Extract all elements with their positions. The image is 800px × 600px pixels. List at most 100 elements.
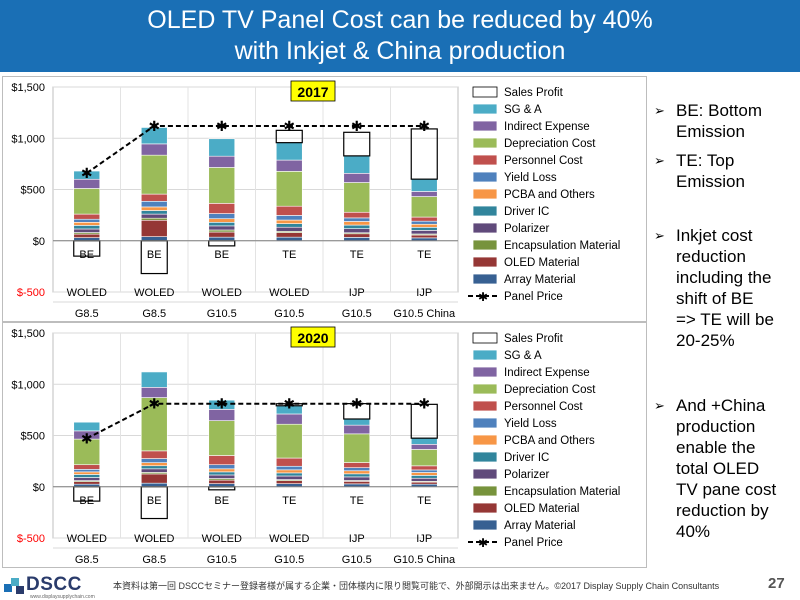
chart-2020-bar-polarizer (73, 477, 101, 481)
chart-2020-legend-label: Indirect Expense (504, 367, 590, 379)
chart-2020-legend-label: Panel Price (504, 537, 563, 549)
chart-2017-legend-label: Polarizer (504, 223, 550, 235)
chart-2017-bar-depreciation-cost (410, 196, 438, 218)
chart-2017-bar-polarizer (410, 230, 438, 235)
chart-2020-category-label: BE (214, 495, 229, 507)
chart-2020-legend-swatch (472, 468, 498, 480)
chart-2020-bar-yield-loss (73, 469, 101, 473)
chart-2020-bar-polarizer (140, 468, 168, 473)
bullet-marker: ➢ (654, 398, 665, 413)
chart-2020-bar-oled-material (208, 479, 236, 484)
chart-2017-legend-label: Array Material (504, 274, 576, 286)
chart-2017-bar-personnel-cost (208, 203, 236, 214)
chart-2020-ytick-label: $1,000 (11, 379, 45, 391)
chart-2017-bar-indirect-expense (275, 159, 303, 172)
chart-2020-panel-price-marker: ✱ (418, 397, 430, 413)
chart-2017-bar-oled-material (73, 233, 101, 238)
chart-2017-bar-depreciation-cost (208, 167, 236, 204)
chart-2017-bar-indirect-expense (410, 191, 438, 197)
chart-2020-bar-personnel-cost (73, 464, 101, 470)
chart-2020-bar-driver-ic (140, 465, 168, 470)
chart-2017-bar-yield-loss (275, 215, 303, 221)
chart-2020-year-box (290, 326, 336, 348)
chart-2020-bar-depreciation-cost (410, 449, 438, 467)
bullet-item: ➢ And +China production enable the total… (654, 395, 799, 542)
chart-2017-bar-polarizer (208, 225, 236, 231)
chart-2017-bar-indirect-expense (343, 173, 371, 183)
chart-2017-bar-pcba-and-others (140, 206, 168, 211)
chart-2020-bar-pcba-and-others (73, 471, 101, 475)
chart-2020-bar-depreciation-cost (275, 423, 303, 459)
chart-2020-legend-swatch (472, 383, 498, 395)
chart-2020-bar-depreciation-cost (343, 433, 371, 463)
chart-2017-year-box (290, 80, 336, 102)
chart-2017-bar-depreciation-cost (275, 171, 303, 207)
chart-2020-bar-driver-ic (208, 471, 236, 476)
chart-2017-legend-swatch (472, 239, 498, 251)
chart-2020-bar-oled-material (140, 473, 168, 484)
chart-2020-bar-sg-a (410, 437, 438, 445)
chart-2020-ytick-label: $500 (21, 431, 45, 443)
chart-2020-legend-swatch (472, 485, 498, 497)
logo-url: www.displaysupplychain.com (30, 594, 95, 600)
chart-2017-ytick-label: $1,500 (11, 82, 45, 94)
chart-2020-bar-personnel-cost (410, 465, 438, 471)
chart-2017-bar-indirect-expense (140, 143, 168, 156)
chart-2020-legend-swatch (472, 502, 498, 514)
chart-2020-legend-label: Driver IC (504, 452, 549, 464)
chart-2020-category-label: G10.5 (342, 554, 372, 566)
chart-2017-legend-label: Personnel Cost (504, 155, 583, 167)
chart-2020-legend-label: Yield Loss (504, 418, 557, 430)
footer-note: 本資料は第一回 DSCCセミナー登録者様が属する企業・団体様内に限り閲覧可能で、… (113, 581, 720, 591)
chart-2020-bar-oled-material (73, 481, 101, 485)
chart-2017-bar-personnel-cost (275, 205, 303, 216)
chart-2017-bar-pcba-and-others (343, 221, 371, 226)
chart-2017-category-label: WOLED (202, 287, 242, 299)
chart-2017-bar-driver-ic (73, 225, 101, 230)
bullet-item: ➢ TE: Top Emission (654, 150, 799, 192)
bullet-marker: ➢ (654, 228, 665, 243)
chart-2017-bar-indirect-expense (208, 155, 236, 168)
chart-2017-category-label: G10.5 (274, 308, 304, 320)
chart-2017-bar-sg-a (208, 138, 236, 157)
slide-title-line1: OLED TV Panel Cost can be reduced by 40% (147, 6, 653, 34)
chart-2017-legend-swatch (472, 273, 498, 285)
chart-2020-bar-polarizer (343, 476, 371, 481)
chart-2020-bar-depreciation-cost (208, 420, 236, 456)
chart-2020-bar-yield-loss (410, 469, 438, 473)
chart-2017-bar-oled-material (410, 234, 438, 239)
chart-2017-bar-encapsulation-material (140, 217, 168, 221)
bullet-text: BE: Bottom Emission (676, 101, 762, 141)
chart-2017-ytick-label: $0 (33, 236, 45, 248)
chart-2017-bar-polarizer (343, 228, 371, 234)
logo-text: DSCC (26, 574, 82, 595)
chart-2017-bar-sg-a (275, 142, 303, 161)
chart-2017-category-label: WOLED (67, 287, 107, 299)
chart-2017-legend-label: Sales Profit (504, 87, 564, 99)
chart-2017-bar-depreciation-cost (140, 154, 168, 195)
chart-2017-panel-price-line (86, 124, 425, 174)
chart-2017-bar-sales-profit (343, 131, 371, 157)
chart-2017-panel-price-marker: ✱ (283, 119, 295, 135)
chart-2017: $1,500 $1,000 $500 $0 $-500 ✱ ✱ ✱ ✱ ✱ ✱ BE BE BE TE TE T… (2, 76, 647, 322)
chart-2017-category-label: TE (282, 249, 296, 261)
chart-2020: $1,500 $1,000 $500 $0 $-500 ✱ ✱ ✱ ✱ ✱ ✱ BE BE BE TE TE T… (2, 322, 647, 568)
chart-2017-legend-label: SG & A (504, 104, 542, 116)
chart-2020-category-label: G8.5 (75, 554, 99, 566)
chart-2020-bar-indirect-expense (275, 413, 303, 425)
chart-2017-bar-pcba-and-others (275, 219, 303, 224)
chart-2020-legend-label: Personnel Cost (504, 401, 583, 413)
chart-2020-legend-label: Polarizer (504, 469, 550, 481)
chart-2017-legend-swatch (472, 154, 498, 166)
chart-2020-legend-label: Encapsulation Material (504, 486, 620, 498)
chart-2017-bar-yield-loss (140, 200, 168, 208)
chart-2017-category-label: BE (147, 249, 162, 261)
chart-2017-bar-array-material (275, 236, 303, 242)
chart-2020-category-label: WOLED (269, 533, 309, 545)
chart-2017-bar-driver-ic (275, 223, 303, 228)
chart-2017-year-title: 2017 (297, 84, 328, 100)
dscc-logo-icon (4, 578, 24, 594)
chart-2017-legend-label: OLED Material (504, 257, 579, 269)
chart-2017-bar-array-material (343, 237, 371, 242)
chart-2017-bar-yield-loss (410, 220, 438, 225)
